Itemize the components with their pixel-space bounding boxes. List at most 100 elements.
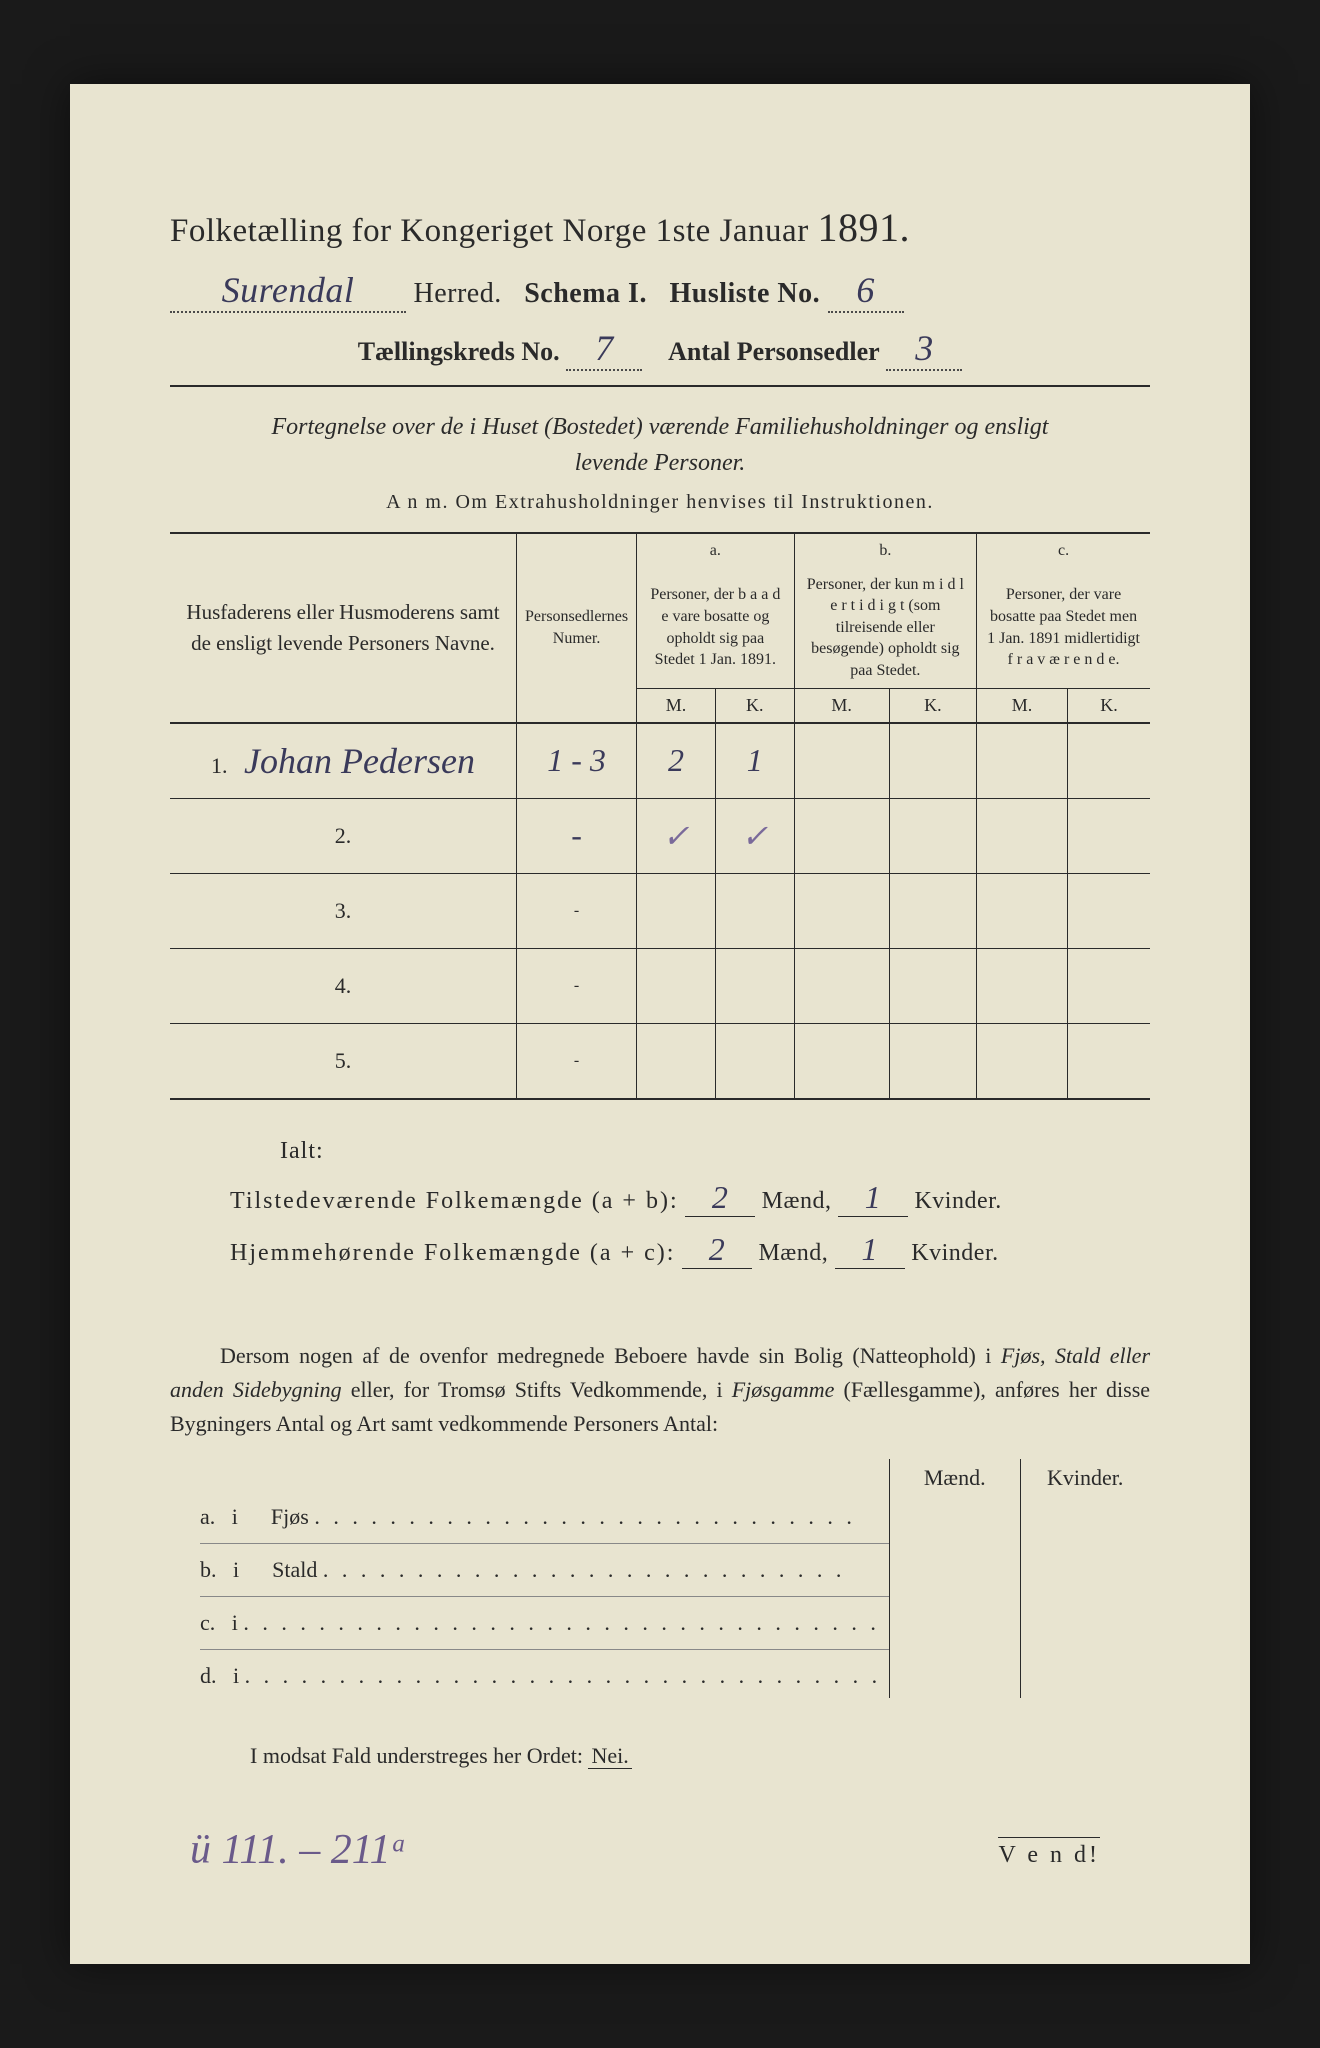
modsat-text: I modsat Fald understreges her Ordet:: [250, 1743, 583, 1768]
husliste-value: 6: [828, 269, 904, 313]
cell-cm: [977, 948, 1068, 1023]
cell-cm: [977, 723, 1068, 799]
col-c-label: c.: [977, 533, 1150, 568]
dots: . . . . . . . . . . . . . . . . . . . . …: [314, 1504, 856, 1529]
row-n: 2.: [170, 798, 517, 873]
cell-ck: [1068, 873, 1150, 948]
cell-ck: [1068, 1023, 1150, 1099]
col-cm: M.: [977, 688, 1068, 723]
cell-ck: [1068, 723, 1150, 799]
cell-bk: [889, 723, 976, 799]
col-bk: K.: [889, 688, 976, 723]
col-c-text: Personer, der vare bosatte paa Stedet me…: [977, 568, 1150, 688]
cell-bm: [794, 798, 889, 873]
nei-word: Nei.: [588, 1743, 631, 1769]
col-a-text: Personer, der b a a d e vare bosatte og …: [637, 568, 795, 688]
cell-bk: [889, 1023, 976, 1099]
col-b-label: b.: [794, 533, 976, 568]
sub-i: i: [233, 1557, 239, 1582]
sub-label: Fjøs: [271, 1504, 309, 1529]
cell-bm: [794, 1023, 889, 1099]
sub-l: a.: [200, 1504, 215, 1529]
cell-ak: 1: [715, 723, 794, 799]
cell-ak: [715, 948, 794, 1023]
dots: . . . . . . . . . . . . . . . . . . . . …: [323, 1557, 846, 1582]
sub-i: i: [233, 1663, 239, 1688]
sub-left: a. i Fjøs . . . . . . . . . . . . . . . …: [170, 1459, 889, 1698]
kreds-label: Tællingskreds No.: [358, 337, 560, 366]
summary-label-2: Hjemmehørende Folkemængde (a + c):: [230, 1240, 675, 1266]
person-name: Johan Pedersen: [244, 741, 475, 781]
summary-m2: 2: [682, 1231, 752, 1269]
sub-row: a. i Fjøs . . . . . . . . . . . . . . . …: [200, 1495, 889, 1544]
cell-ak: ✓: [715, 798, 794, 873]
cell-bm: [794, 873, 889, 948]
sub-maend: Mænd.: [890, 1459, 1020, 1698]
cell-am: [637, 1023, 716, 1099]
sub-i: i: [232, 1504, 238, 1529]
cell-ak: [715, 1023, 794, 1099]
col-ak: K.: [715, 688, 794, 723]
cell-am: 2: [637, 723, 716, 799]
row-n: 1.: [211, 753, 228, 778]
vend-label: V e n d!: [998, 1837, 1100, 1869]
row-n: 5.: [170, 1023, 517, 1099]
cell-num: 1 - 3: [517, 723, 637, 799]
sub-l: b.: [200, 1557, 217, 1582]
annotation-note: A n m. Om Extrahusholdninger henvises ti…: [170, 491, 1150, 514]
para-2: eller, for Tromsø Stifts Vedkommende, i: [351, 1377, 723, 1402]
kvinder-label: Kvinder.: [914, 1188, 1001, 1214]
row-label: 1. Johan Pedersen: [170, 723, 517, 799]
cell-cm: [977, 873, 1068, 948]
table-row: 5. -: [170, 1023, 1150, 1099]
header-line-3: Tællingskreds No. 7 Antal Personsedler 3: [170, 327, 1150, 371]
title-text: Folketælling for Kongeriget Norge 1ste J…: [170, 213, 809, 249]
cell-am: [637, 873, 716, 948]
cell-cm: [977, 1023, 1068, 1099]
cell-am: ✓: [637, 798, 716, 873]
cell-bk: [889, 873, 976, 948]
kreds-value: 7: [566, 327, 642, 371]
table-row: 3. -: [170, 873, 1150, 948]
sub-l: c.: [200, 1610, 215, 1635]
sub-right: Mænd. Kvinder.: [889, 1459, 1150, 1698]
title-year: 1891.: [817, 205, 910, 250]
row-n: 4.: [170, 948, 517, 1023]
cell-cm: [977, 798, 1068, 873]
col-bm: M.: [794, 688, 889, 723]
header-line-2: Surendal Herred. Schema I. Husliste No. …: [170, 269, 1150, 313]
cell-bk: [889, 948, 976, 1023]
table-row: 4. -: [170, 948, 1150, 1023]
para-em2: Fjøsgamme: [732, 1377, 835, 1402]
table-row: 1. Johan Pedersen 1 - 3 2 1: [170, 723, 1150, 799]
cell-ck: [1068, 948, 1150, 1023]
outbuilding-table: a. i Fjøs . . . . . . . . . . . . . . . …: [170, 1459, 1150, 1698]
antal-label: Antal Personsedler: [668, 337, 880, 366]
para-1: Dersom nogen af de ovenfor medregnede Be…: [220, 1343, 991, 1368]
summary-resident: Hjemmehørende Folkemængde (a + c): 2 Mæn…: [230, 1231, 1150, 1269]
cell-bk: [889, 798, 976, 873]
schema-label: Schema I.: [524, 278, 647, 309]
table-row: 2. - ✓ ✓: [170, 798, 1150, 873]
col-b-text: Personer, der kun m i d l e r t i d i g …: [794, 568, 976, 688]
subtitle-line1: Fortegnelse over de i Huset (Bostedet) v…: [272, 414, 1049, 440]
ialt-label: Ialt:: [280, 1138, 1150, 1165]
summary-m1: 2: [685, 1179, 755, 1217]
census-form-page: Folketælling for Kongeriget Norge 1ste J…: [70, 84, 1250, 1964]
cell-bm: [794, 723, 889, 799]
cell-num: -: [517, 798, 637, 873]
cell-ck: [1068, 798, 1150, 873]
sub-i: i: [232, 1610, 238, 1635]
subtitle: Fortegnelse over de i Huset (Bostedet) v…: [170, 409, 1150, 481]
bottom-handwriting: ü 111. – 211ᵃ: [190, 1826, 407, 1874]
summary-label-1: Tilstedeværende Folkemængde (a + b):: [230, 1188, 679, 1214]
main-table-wrap: Husfaderens eller Husmoderens samt de en…: [170, 532, 1150, 1100]
page-title: Folketælling for Kongeriget Norge 1ste J…: [170, 204, 1150, 251]
outbuilding-paragraph: Dersom nogen af de ovenfor medregnede Be…: [170, 1339, 1150, 1441]
divider: [170, 385, 1150, 387]
herred-value: Surendal: [170, 269, 406, 313]
summary-k1: 1: [838, 1179, 908, 1217]
sub-row: d. i . . . . . . . . . . . . . . . . . .…: [200, 1654, 889, 1698]
antal-value: 3: [886, 327, 962, 371]
summary-k2: 1: [835, 1231, 905, 1269]
